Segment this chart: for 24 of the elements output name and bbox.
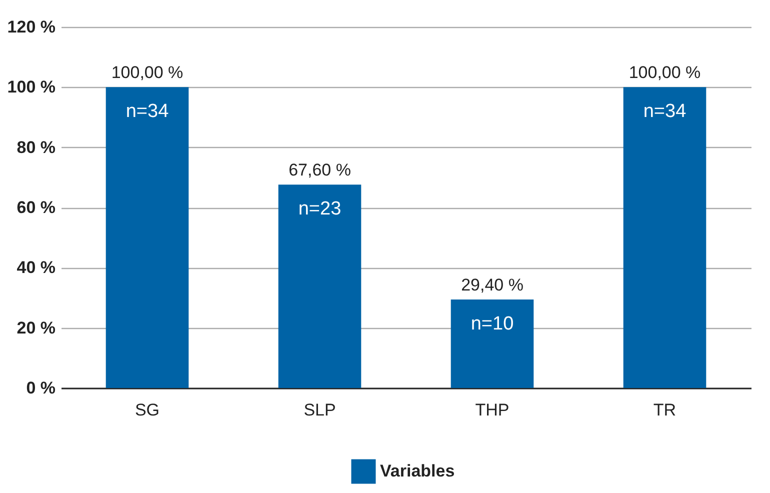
bar xyxy=(106,87,189,388)
y-tick-label: 80 % xyxy=(16,138,56,157)
x-tick-label: TR xyxy=(653,400,676,420)
x-tick-label: THP xyxy=(475,400,510,420)
annotation: n=34 xyxy=(643,101,687,122)
y-tick-label: 120 % xyxy=(7,18,56,36)
legend-label: Variables xyxy=(380,462,455,480)
y-tick-label: 0 % xyxy=(26,378,56,398)
bar xyxy=(450,300,534,388)
y-tick-label: 60 % xyxy=(16,198,56,217)
annotation: n=34 xyxy=(126,101,170,122)
data-label: 100,00 % xyxy=(111,63,184,82)
y-tick-label: 100 % xyxy=(7,78,56,97)
x-tick-label: SG xyxy=(134,400,160,420)
data-label: 100,00 % xyxy=(628,63,701,82)
annotation: n=10 xyxy=(470,314,514,335)
y-tick-label: 20 % xyxy=(16,318,56,338)
annotation: n=23 xyxy=(298,198,342,220)
data-label: 29,40 % xyxy=(461,276,524,295)
y-tick-label: 40 % xyxy=(16,258,56,278)
bar xyxy=(623,87,706,388)
x-tick-label: SLP xyxy=(304,400,336,420)
bar xyxy=(278,184,362,388)
data-label: 67,60 % xyxy=(288,160,351,180)
